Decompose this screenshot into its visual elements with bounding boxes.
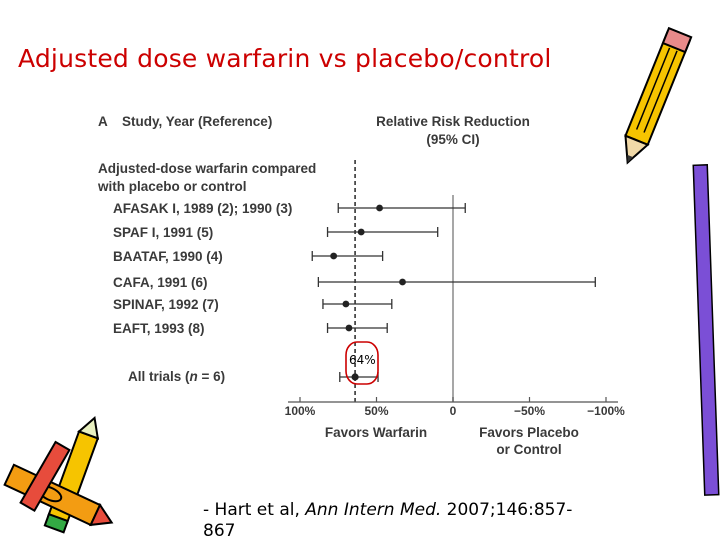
point-estimate: [342, 300, 350, 308]
pencil-icon: [624, 26, 693, 165]
column-header-right-line2: (95% CI): [426, 132, 479, 147]
x-tick-label: −50%: [514, 404, 545, 418]
panel-label: A: [98, 114, 108, 129]
group-header-line1: Adjusted-dose warfarin compared: [98, 161, 316, 176]
pooled-point-estimate: [351, 373, 359, 381]
point-estimate: [399, 278, 406, 286]
pooled-label-prefix: All trials (: [128, 369, 190, 384]
column-header-right-line1: Relative Risk Reduction: [376, 114, 530, 129]
citation-suffix: 2007;146:857-867: [203, 500, 573, 541]
point-estimate: [330, 252, 338, 260]
point-estimate: [376, 204, 383, 212]
study-label: AFASAK I, 1989 (2); 1990 (3): [113, 201, 292, 216]
group-header-line2: with placebo or control: [97, 179, 247, 194]
point-estimate: [345, 324, 353, 332]
study-label: CAFA, 1991 (6): [113, 275, 208, 290]
favors-right-line2: or Control: [496, 442, 561, 457]
x-tick-label: 50%: [364, 404, 388, 418]
pooled-label: All trials (n = 6): [128, 369, 225, 384]
study-label: EAFT, 1993 (8): [113, 321, 205, 336]
citation-prefix: - Hart et al,: [203, 500, 306, 520]
crayons-icon: [3, 416, 114, 534]
annotation-text: 64%: [349, 353, 376, 367]
citation: - Hart et al, Ann Intern Med. 2007;146:8…: [203, 500, 603, 542]
favors-right-line1: Favors Placebo: [479, 425, 579, 440]
study-label: SPINAF, 1992 (7): [113, 297, 219, 312]
study-label: SPAF I, 1991 (5): [113, 225, 213, 240]
crayon-right-icon: [692, 164, 720, 496]
x-tick-label: 0: [450, 404, 457, 418]
citation-journal: Ann Intern Med.: [305, 500, 442, 520]
column-header-left: Study, Year (Reference): [122, 114, 272, 129]
annotation-circle: [345, 341, 379, 385]
x-tick-label: 100%: [285, 404, 316, 418]
study-label: BAATAF, 1990 (4): [113, 249, 223, 264]
x-tick-label: −100%: [587, 404, 625, 418]
favors-left-label: Favors Warfarin: [325, 425, 427, 440]
point-estimate: [357, 228, 365, 236]
pooled-label-n: n: [190, 369, 198, 384]
slide-title: Adjusted dose warfarin vs placebo/contro…: [18, 44, 552, 73]
pooled-label-suffix: = 6): [198, 369, 225, 384]
